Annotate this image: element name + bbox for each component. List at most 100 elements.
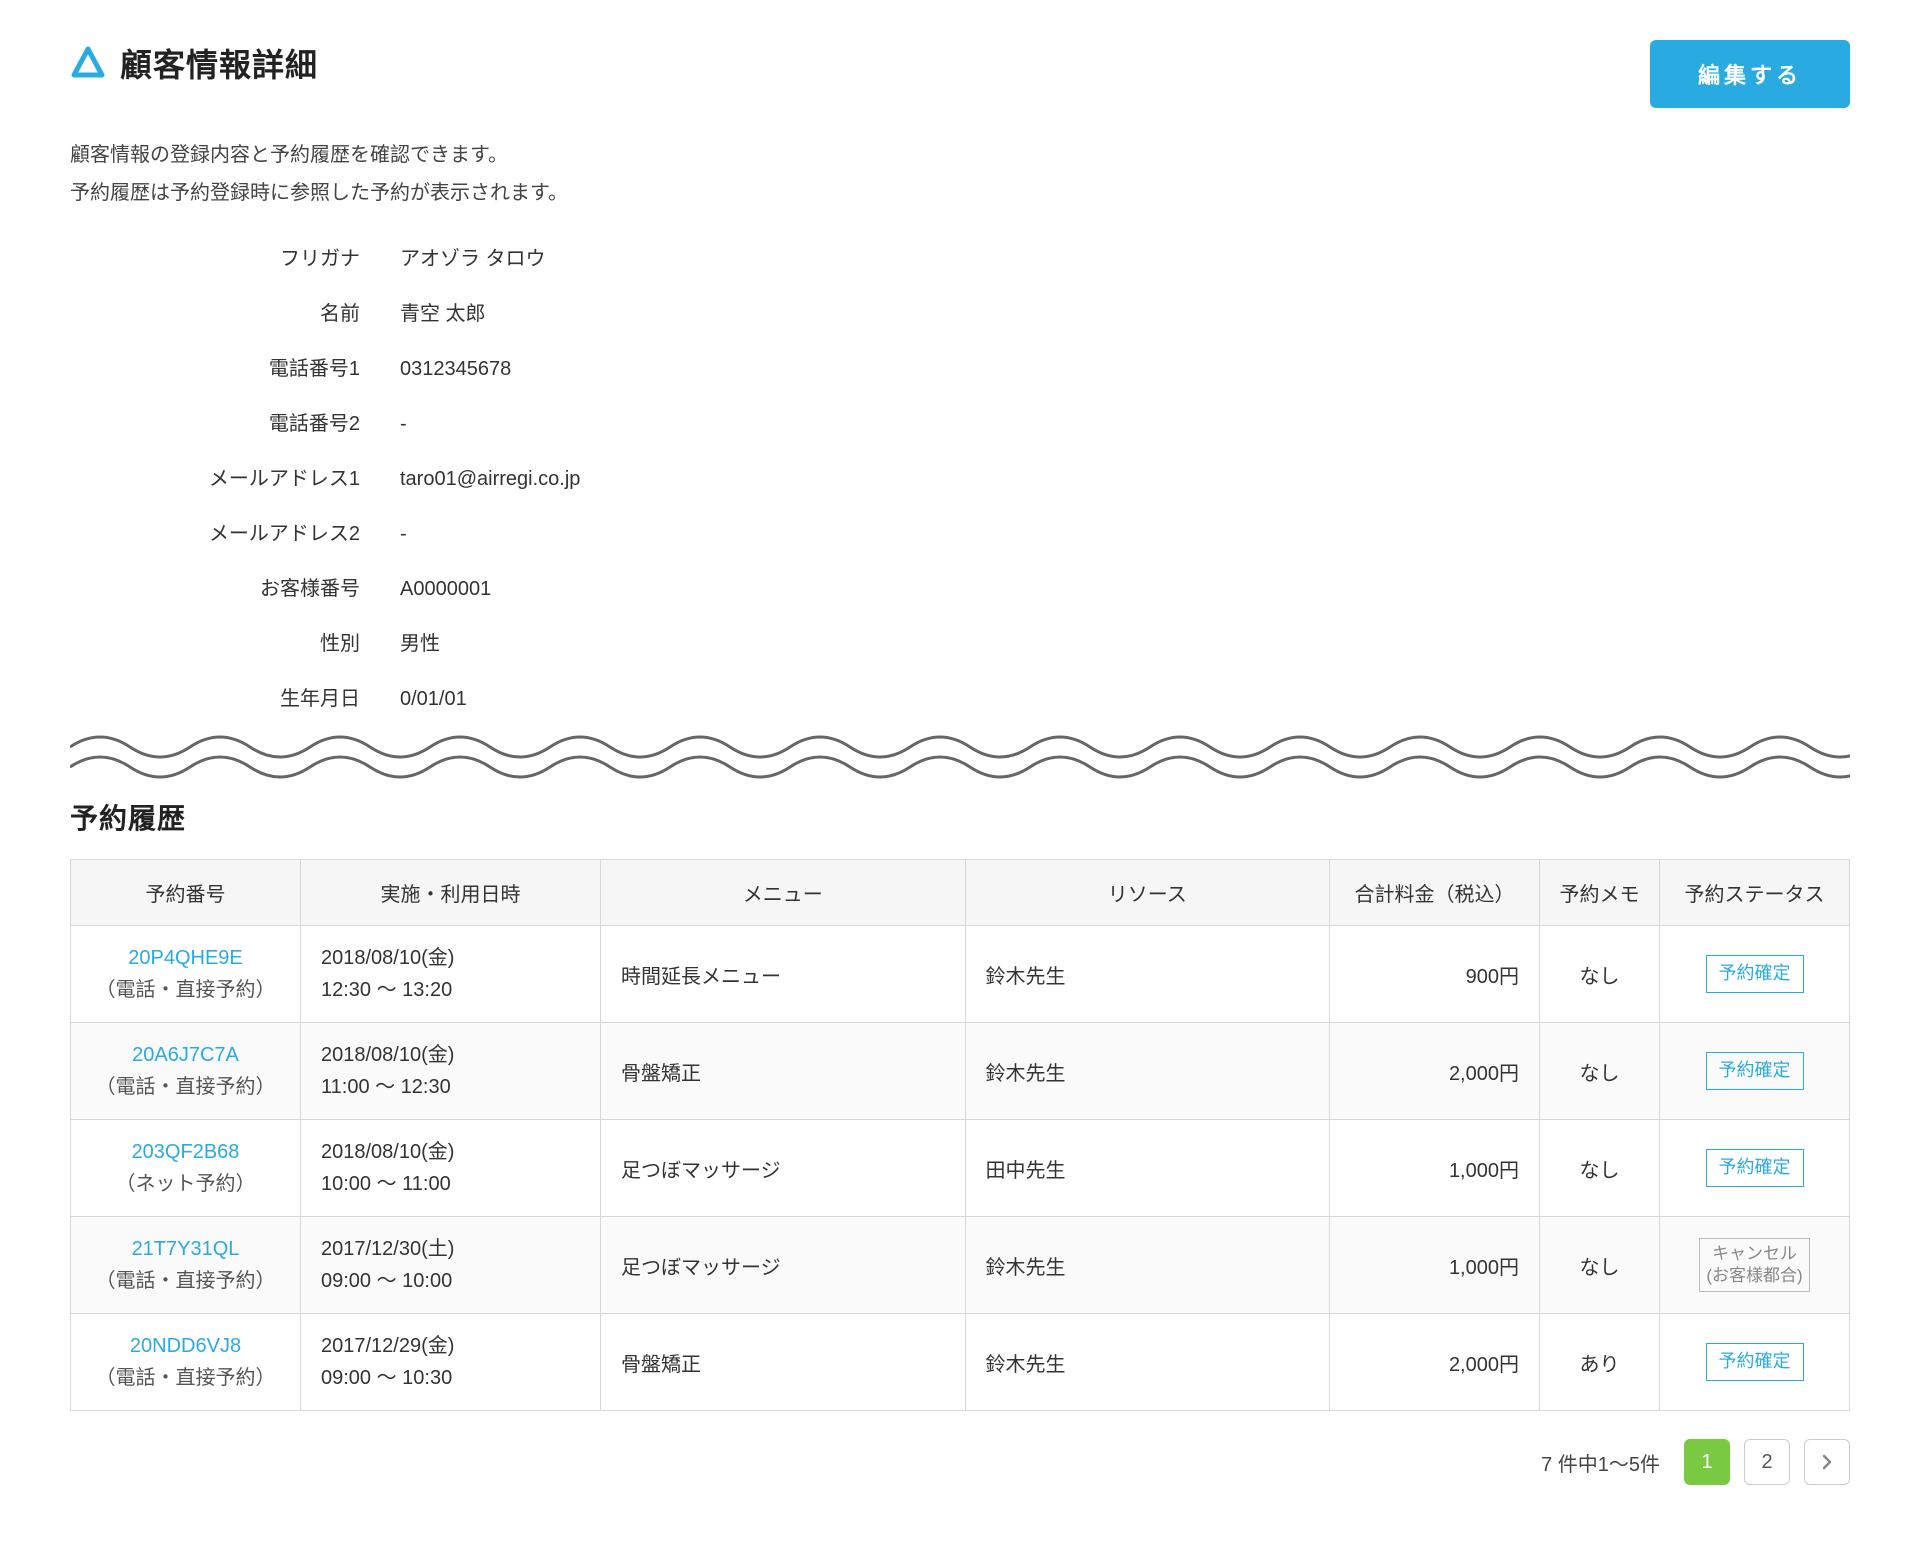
page-description: 顧客情報の登録内容と予約履歴を確認できます。 予約履歴は予約登録時に参照した予約… (70, 136, 1850, 212)
reservation-date: 2018/08/10(金) (321, 1039, 580, 1071)
info-value: アオゾラ タロウ (400, 242, 546, 271)
reservation-status: 予約確定 (1660, 1314, 1850, 1411)
col-header-memo: 予約メモ (1540, 860, 1660, 926)
customer-info-row: メールアドレス2- (120, 517, 1850, 546)
reservation-memo: なし (1540, 926, 1660, 1023)
col-header-menu: メニュー (601, 860, 966, 926)
customer-info-row: 電話番号2- (120, 407, 1850, 436)
reservation-date: 2017/12/30(土) (321, 1233, 580, 1265)
reservation-time: 12:30 〜 13:20 (321, 974, 580, 1006)
page-next-button[interactable] (1804, 1439, 1850, 1485)
customer-info-row: 性別男性 (120, 627, 1850, 656)
reservation-resource: 田中先生 (965, 1120, 1330, 1217)
info-value: - (400, 413, 407, 436)
reservation-number-link[interactable]: 21T7Y31QL (91, 1233, 280, 1265)
status-badge: キャンセル(お客様都合) (1699, 1238, 1809, 1292)
reservation-menu: 足つぼマッサージ (601, 1120, 966, 1217)
info-label: 電話番号1 (120, 352, 400, 381)
reservation-date: 2017/12/29(金) (321, 1330, 580, 1362)
reservation-status: 予約確定 (1660, 1120, 1850, 1217)
pagination-summary: 7 件中1〜5件 (1541, 1448, 1660, 1477)
reservation-time: 09:00 〜 10:30 (321, 1362, 580, 1394)
customer-info: フリガナアオゾラ タロウ名前青空 太郎電話番号10312345678電話番号2-… (120, 242, 1850, 711)
status-badge: 予約確定 (1706, 955, 1804, 992)
reservation-resource: 鈴木先生 (965, 926, 1330, 1023)
reservation-number-link[interactable]: 20P4QHE9E (91, 942, 280, 974)
reservation-menu: 骨盤矯正 (601, 1023, 966, 1120)
reservation-number-link[interactable]: 20A6J7C7A (91, 1039, 280, 1071)
edit-button[interactable]: 編集する (1650, 40, 1850, 108)
info-label: フリガナ (120, 242, 400, 271)
page-header: 顧客情報詳細 編集する (70, 40, 1850, 108)
reservation-type: （電話・直接予約） (91, 1071, 280, 1103)
reservation-price: 2,000円 (1330, 1023, 1540, 1120)
description-line: 顧客情報の登録内容と予約履歴を確認できます。 (70, 136, 1850, 174)
history-section-title: 予約履歴 (70, 797, 1850, 837)
reservation-time: 11:00 〜 12:30 (321, 1071, 580, 1103)
reservation-time: 09:00 〜 10:00 (321, 1265, 580, 1297)
reservation-price: 1,000円 (1330, 1120, 1540, 1217)
pagination: 7 件中1〜5件 12 (70, 1439, 1850, 1485)
col-header-resource: リソース (965, 860, 1330, 926)
info-label: メールアドレス2 (120, 517, 400, 546)
customer-info-row: 名前青空 太郎 (120, 297, 1850, 326)
reservation-resource: 鈴木先生 (965, 1023, 1330, 1120)
col-header-price: 合計料金（税込） (1330, 860, 1540, 926)
info-value: 0/01/01 (400, 688, 467, 711)
history-table: 予約番号 実施・利用日時 メニュー リソース 合計料金（税込） 予約メモ 予約ス… (70, 859, 1850, 1411)
description-line: 予約履歴は予約登録時に参照した予約が表示されます。 (70, 174, 1850, 212)
reservation-memo: なし (1540, 1023, 1660, 1120)
reservation-type: （電話・直接予約） (91, 1265, 280, 1297)
info-value: 0312345678 (400, 358, 511, 381)
col-header-datetime: 実施・利用日時 (301, 860, 601, 926)
info-label: 電話番号2 (120, 407, 400, 436)
info-label: 生年月日 (120, 682, 400, 711)
table-row: 20NDD6VJ8（電話・直接予約）2017/12/29(金)09:00 〜 1… (71, 1314, 1850, 1411)
reservation-menu: 時間延長メニュー (601, 926, 966, 1023)
reservation-memo: なし (1540, 1120, 1660, 1217)
reservation-date: 2018/08/10(金) (321, 942, 580, 974)
reservation-memo: なし (1540, 1217, 1660, 1314)
reservation-number-link[interactable]: 203QF2B68 (91, 1136, 280, 1168)
info-label: メールアドレス1 (120, 462, 400, 491)
reservation-price: 1,000円 (1330, 1217, 1540, 1314)
triangle-logo-icon (70, 45, 106, 81)
page-button[interactable]: 2 (1744, 1439, 1790, 1485)
page-button[interactable]: 1 (1684, 1439, 1730, 1485)
reservation-price: 900円 (1330, 926, 1540, 1023)
reservation-date: 2018/08/10(金) (321, 1136, 580, 1168)
table-row: 20A6J7C7A（電話・直接予約） 2018/08/10(金)11:00 〜 1… (71, 1023, 1850, 1120)
status-badge: 予約確定 (1706, 1149, 1804, 1186)
table-row: 20P4QHE9E（電話・直接予約） 2018/08/10(金)12:30 〜 1… (71, 926, 1850, 1023)
status-badge: 予約確定 (1706, 1343, 1804, 1380)
chevron-right-icon (1819, 1454, 1835, 1470)
reservation-resource: 鈴木先生 (965, 1217, 1330, 1314)
customer-info-row: お客様番号A0000001 (120, 572, 1850, 601)
reservation-status: キャンセル(お客様都合) (1660, 1217, 1850, 1314)
col-header-status: 予約ステータス (1660, 860, 1850, 926)
wave-divider-icon (70, 727, 1850, 787)
reservation-memo: あり (1540, 1314, 1660, 1411)
reservation-status: 予約確定 (1660, 1023, 1850, 1120)
status-badge: 予約確定 (1706, 1052, 1804, 1089)
reservation-number-link[interactable]: 20NDD6VJ8 (91, 1330, 280, 1362)
customer-info-row: 電話番号10312345678 (120, 352, 1850, 381)
reservation-type: （電話・直接予約） (91, 974, 280, 1006)
info-value: 青空 太郎 (400, 297, 486, 326)
info-value: A0000001 (400, 578, 491, 601)
customer-info-row: 生年月日0/01/01 (120, 682, 1850, 711)
reservation-resource: 鈴木先生 (965, 1314, 1330, 1411)
info-value: - (400, 523, 407, 546)
reservation-menu: 足つぼマッサージ (601, 1217, 966, 1314)
reservation-time: 10:00 〜 11:00 (321, 1168, 580, 1200)
info-label: お客様番号 (120, 572, 400, 601)
table-header-row: 予約番号 実施・利用日時 メニュー リソース 合計料金（税込） 予約メモ 予約ス… (71, 860, 1850, 926)
info-label: 名前 (120, 297, 400, 326)
customer-info-row: フリガナアオゾラ タロウ (120, 242, 1850, 271)
page-title: 顧客情報詳細 (120, 40, 318, 86)
table-row: 203QF2B68（ネット予約）2018/08/10(金)10:00 〜 11:… (71, 1120, 1850, 1217)
info-label: 性別 (120, 627, 400, 656)
info-value: 男性 (400, 627, 440, 656)
reservation-price: 2,000円 (1330, 1314, 1540, 1411)
col-header-number: 予約番号 (71, 860, 301, 926)
